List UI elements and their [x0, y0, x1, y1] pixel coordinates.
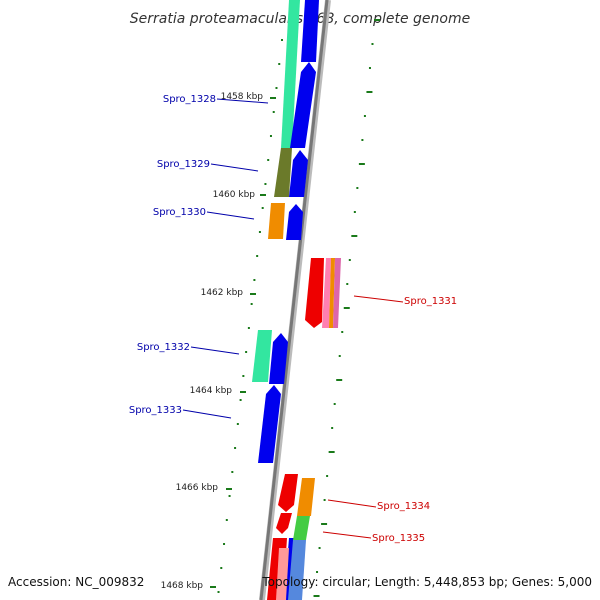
cog-bar-spro-1330 — [268, 203, 285, 239]
kbp-ticks: 1458 kbp 1460 kbp 1462 kbp 1464 kbp 1466… — [161, 92, 276, 591]
map-title: Serratia proteamaculans 568, complete ge… — [130, 11, 470, 27]
gene-arrow-spro-1330[interactable] — [286, 204, 303, 240]
leader-line — [182, 409, 232, 419]
cog-bar-spro-1328 — [281, 0, 300, 148]
leader-line — [216, 98, 269, 104]
leader-line — [190, 346, 240, 355]
gene-labels-forward: Spro_1328 Spro_1329 Spro_1330 Spro_1332 … — [129, 94, 269, 419]
gene-label-spro-1335[interactable]: Spro_1335 — [372, 533, 425, 544]
gene-label-spro-1334[interactable]: Spro_1334 — [377, 501, 430, 512]
kbp-label: 1458 kbp — [221, 92, 264, 102]
cog-bar-spro-1336 — [288, 540, 306, 600]
accession-text: Accession: NC_009832 — [8, 575, 144, 589]
gene-arrow-spro-1332[interactable] — [269, 333, 288, 384]
kbp-label: 1462 kbp — [201, 288, 244, 298]
backbone-line — [259, 0, 329, 600]
gene-labels-reverse: Spro_1331 Spro_1334 Spro_1335 — [322, 295, 457, 544]
gene-label-spro-1333[interactable]: Spro_1333 — [129, 405, 182, 416]
leader-line — [210, 163, 259, 172]
leader-line — [206, 211, 255, 220]
gene-arrow-spro-1328[interactable] — [290, 62, 316, 148]
gene-arrow-spro-1329[interactable] — [289, 150, 308, 197]
cog-bar-spro-1332 — [252, 330, 272, 382]
gene-arrow-spro-1331[interactable] — [305, 258, 324, 328]
kbp-label: 1468 kbp — [161, 581, 204, 591]
cog-bar-spro-1335 — [293, 516, 310, 540]
gene-arrow-spro-1333[interactable] — [258, 385, 281, 463]
genome-summary-text: Topology: circular; Length: 5,448,853 bp… — [261, 575, 592, 589]
cog-bar-spro-1336-light — [276, 548, 289, 600]
leader-line — [327, 499, 377, 508]
gene-label-spro-1329[interactable]: Spro_1329 — [157, 159, 210, 170]
gene-arrow-spro-1334[interactable] — [278, 474, 298, 512]
cog-bar-spro-1331-a — [322, 258, 331, 328]
kbp-label: 1464 kbp — [190, 386, 233, 396]
gene-label-spro-1330[interactable]: Spro_1330 — [153, 207, 206, 218]
gc-skew-dots — [217, 19, 380, 597]
gene-arrow-spro-1335[interactable] — [276, 513, 292, 534]
kbp-label: 1460 kbp — [213, 190, 256, 200]
gene-label-spro-1328[interactable]: Spro_1328 — [163, 94, 216, 105]
leader-line — [322, 531, 372, 539]
cog-bar-spro-1329 — [274, 148, 292, 197]
gene-label-spro-1332[interactable]: Spro_1332 — [137, 342, 190, 353]
leader-line — [353, 295, 404, 303]
cog-bar-spro-1331-c — [333, 258, 341, 328]
cog-bar-spro-1334 — [297, 478, 315, 516]
kbp-label: 1466 kbp — [176, 483, 219, 493]
gene-label-spro-1331[interactable]: Spro_1331 — [404, 296, 457, 307]
gene-arrow-spro-1327[interactable] — [301, 0, 319, 62]
